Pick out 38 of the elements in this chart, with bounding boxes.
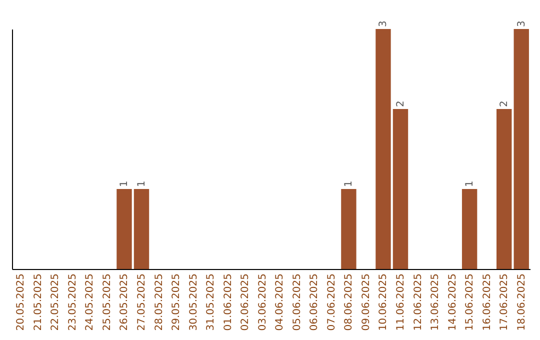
x-tick-label: 04.06.2025	[274, 274, 286, 331]
x-tick-label: 22.05.2025	[50, 274, 62, 331]
data-label: 1	[464, 180, 476, 187]
x-tick-label: 31.05.2025	[206, 274, 217, 331]
x-tick-label: 03.06.2025	[257, 274, 268, 331]
data-label: 2	[396, 100, 406, 107]
data-label: 1	[344, 180, 355, 187]
data-label: 3	[378, 20, 390, 27]
data-label: 1	[119, 180, 130, 187]
x-tick-label: 06.06.2025	[309, 274, 320, 331]
data-label: 1	[136, 180, 148, 187]
x-tick-label: 01.06.2025	[222, 274, 234, 331]
x-tick-label: 09.06.2025	[360, 274, 372, 331]
data-label: 2	[499, 100, 510, 107]
x-tick-label: 13.06.2025	[430, 274, 442, 331]
x-tick-label: 21.05.2025	[32, 274, 44, 331]
x-tick-label: 14.06.2025	[447, 274, 458, 331]
x-tick-label: 15.06.2025	[464, 274, 476, 331]
x-tick-label: 27.05.2025	[136, 274, 148, 331]
x-tick-label: 25.05.2025	[102, 274, 113, 331]
x-tick-label: 29.05.2025	[171, 274, 182, 331]
x-tick-label: 11.06.2025	[396, 274, 406, 331]
x-tick-label: 16.06.2025	[482, 274, 493, 331]
x-tick-label: 10.06.2025	[378, 274, 390, 331]
x-tick-label: 05.06.2025	[292, 274, 303, 331]
x-tick-label: 30.05.2025	[188, 274, 200, 331]
data-label: 3	[516, 20, 528, 27]
x-tick-label: 17.06.2025	[499, 274, 510, 331]
x-tick-label: 07.06.2025	[326, 274, 338, 331]
x-tick-label: 18.06.2025	[516, 274, 528, 331]
x-tick-label: 12.06.2025	[412, 274, 424, 331]
x-tick-label: 08.06.2025	[344, 274, 355, 331]
x-tick-label: 02.06.2025	[240, 274, 252, 331]
x-tick-label: 20.05.2025	[16, 274, 27, 331]
x-tick-label: 28.05.2025	[154, 274, 165, 331]
x-tick-label: 23.05.2025	[67, 274, 78, 331]
x-tick-label: 24.05.2025	[84, 274, 96, 331]
x-tick-label: 26.05.2025	[119, 274, 130, 331]
